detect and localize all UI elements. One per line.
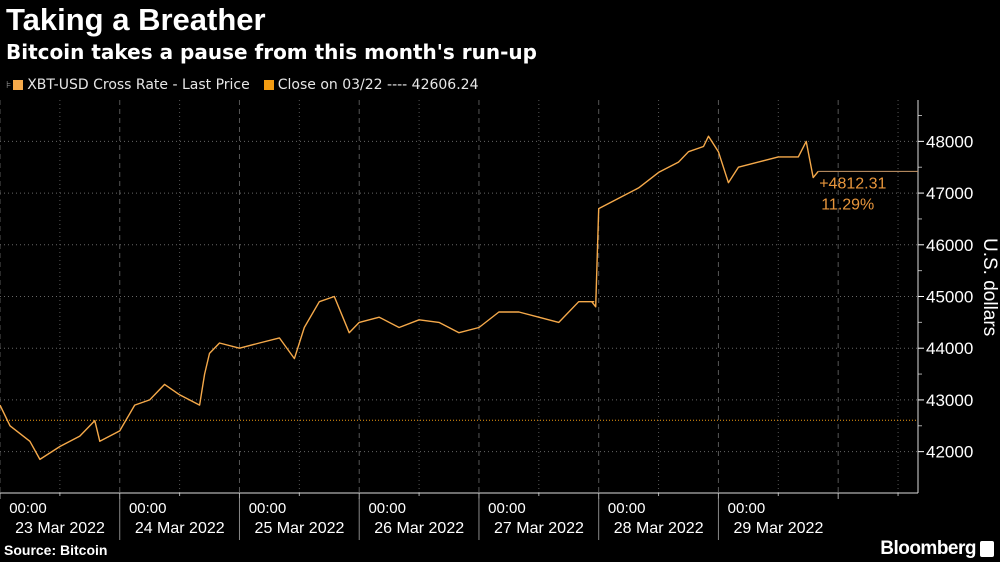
price-line xyxy=(0,135,819,461)
percent-annotation: 11.29% xyxy=(821,196,874,213)
x-tick-date: 27 Mar 2022 xyxy=(494,520,584,537)
y-tick-label: 47000 xyxy=(926,184,973,203)
x-tick-time: 00:00 xyxy=(368,500,406,517)
x-tick-date: 29 Mar 2022 xyxy=(734,520,824,537)
y-tick-label: 44000 xyxy=(926,339,973,358)
x-tick-time: 00:00 xyxy=(249,500,287,517)
y-tick-label: 46000 xyxy=(926,236,973,255)
chart-title: Taking a Breather xyxy=(6,2,266,37)
legend-label-last-price: XBT-USD Cross Rate - Last Price xyxy=(27,77,250,93)
change-annotation: +4812.31 xyxy=(819,175,886,192)
y-tick-label: 43000 xyxy=(926,391,973,410)
y-tick-label: 48000 xyxy=(926,132,973,151)
x-tick-date: 25 Mar 2022 xyxy=(255,520,345,537)
y-tick-label: 42000 xyxy=(926,443,973,462)
x-tick-time: 00:00 xyxy=(608,500,646,517)
y-axis-label: U.S. dollars xyxy=(979,238,1000,337)
source-note: Source: Bitcoin xyxy=(4,542,108,558)
x-tick-time: 00:00 xyxy=(488,500,526,517)
x-tick-date: 23 Mar 2022 xyxy=(15,520,105,537)
bloomberg-logo: Bloomberg xyxy=(880,538,976,559)
x-tick-time: 00:00 xyxy=(129,500,167,517)
legend-marker-icon: ⊧ xyxy=(6,79,12,91)
x-tick-time: 00:00 xyxy=(728,500,766,517)
chart-subtitle: Bitcoin takes a pause from this month's … xyxy=(6,40,537,64)
legend: ⊧ XBT-USD Cross Rate - Last Price Close … xyxy=(6,77,478,93)
x-tick-date: 26 Mar 2022 xyxy=(374,520,464,537)
legend-label-close: Close on 03/22 ---- 42606.24 xyxy=(277,77,479,93)
x-tick-date: 24 Mar 2022 xyxy=(135,520,225,537)
x-tick-time: 00:00 xyxy=(9,500,47,517)
x-tick-date: 28 Mar 2022 xyxy=(614,520,704,537)
legend-swatch-close xyxy=(263,80,274,90)
y-tick-label: 45000 xyxy=(926,288,973,307)
legend-swatch-last-price xyxy=(13,80,24,90)
bloomberg-chart-icon xyxy=(980,541,994,557)
